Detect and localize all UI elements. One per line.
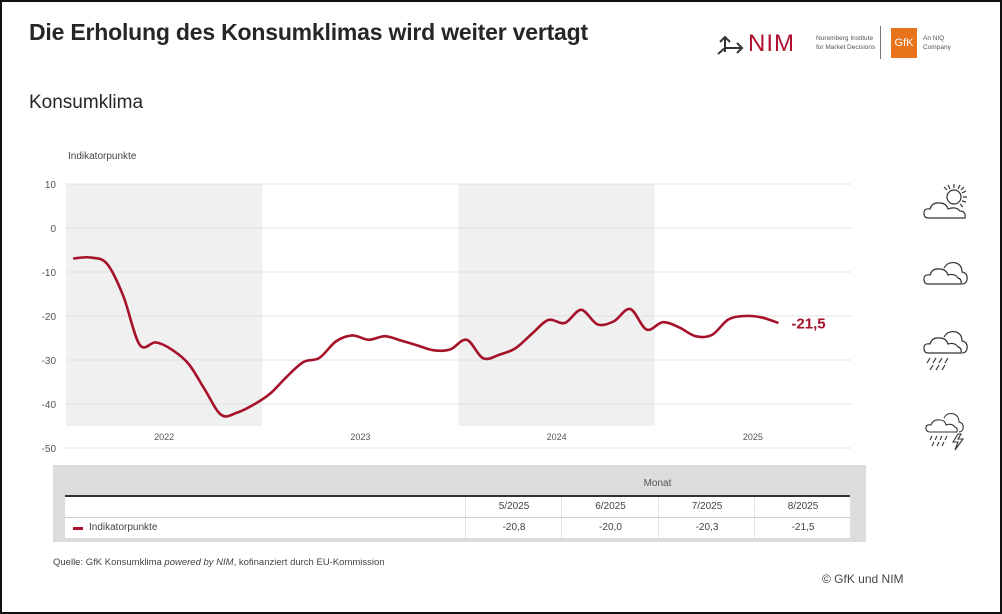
year-band-2022: [66, 184, 263, 426]
x-year-label: 2022: [154, 432, 174, 442]
year-band-2024: [458, 184, 655, 426]
nim-logo-subtitle: Nuremberg Institute for Market Decisions: [816, 34, 875, 52]
series-line-indikatorpunkte: [72, 255, 779, 418]
table-cell: -20,8: [465, 518, 562, 538]
source-prefix: Quelle: GfK Konsumklima: [53, 557, 165, 568]
source-italic: powered by NIM: [164, 557, 234, 568]
chart-subtitle: Konsumklima: [29, 92, 144, 113]
copyright: © GfK und NIM: [822, 572, 904, 586]
source-suffix: , kofinanziert durch EU-Kommission: [233, 557, 385, 568]
y-tick-label: -50: [42, 444, 57, 455]
source-note: Quelle: GfK Konsumklima powered by NIM, …: [53, 557, 385, 568]
gfk-sub-line-1: An NIQ: [923, 35, 945, 42]
gfk-sub-line-2: Company: [923, 44, 951, 51]
page-title: Die Erholung des Konsumklimas wird weite…: [29, 19, 588, 45]
nim-arrow-icon: [717, 35, 744, 55]
nim-sub-line-2: for Market Decisions: [816, 44, 876, 51]
rain-cloud-icon: [923, 330, 968, 371]
column-header: 5/2025: [465, 497, 562, 517]
y-tick-label: 0: [50, 224, 56, 235]
logo-group: NIM Nuremberg Institute for Market Decis…: [716, 26, 956, 62]
logo-divider: [880, 26, 881, 59]
table-cell: -20,3: [658, 518, 755, 538]
y-tick-label: -10: [42, 268, 57, 279]
table-cell: -20,0: [561, 518, 659, 538]
nim-sub-line-1: Nuremberg Institute: [816, 35, 874, 42]
end-value-label: -21,5: [791, 316, 825, 333]
cloud-icon: [923, 261, 968, 285]
table-body: 5/2025 6/2025 7/2025 8/2025 Indikatorpun…: [65, 495, 850, 538]
y-tick-label: -30: [42, 356, 57, 367]
nim-logo-text: NIM: [748, 30, 795, 57]
x-year-label: 2024: [547, 432, 567, 442]
sun-cloud-icon: [923, 184, 967, 219]
y-axis-label: Indikatorpunkte: [68, 151, 137, 162]
x-year-label: 2025: [743, 432, 763, 442]
gfk-logo: GfK: [891, 28, 917, 58]
legend-line-marker: [73, 527, 83, 530]
table-row: Indikatorpunkte -20,8 -20,0 -20,3 -21,5: [65, 518, 850, 538]
y-tick-label: -40: [42, 400, 57, 411]
data-table: Monat 5/2025 6/2025 7/2025 8/2025 Indika…: [53, 465, 866, 542]
column-header: 6/2025: [561, 497, 659, 517]
table-group-header: Monat: [643, 478, 672, 489]
y-tick-label: -20: [42, 312, 57, 323]
table-header-row: 5/2025 6/2025 7/2025 8/2025: [65, 497, 850, 518]
y-tick-label: 10: [45, 180, 57, 191]
row-label: Indikatorpunkte: [89, 522, 158, 533]
gfk-logo-subtitle: An NIQ Company: [923, 34, 951, 52]
column-header: 8/2025: [754, 497, 851, 517]
column-header: 7/2025: [658, 497, 755, 517]
thunderstorm-icon: [925, 412, 965, 451]
table-cell: -21,5: [754, 518, 851, 538]
x-year-label: 2023: [350, 432, 370, 442]
